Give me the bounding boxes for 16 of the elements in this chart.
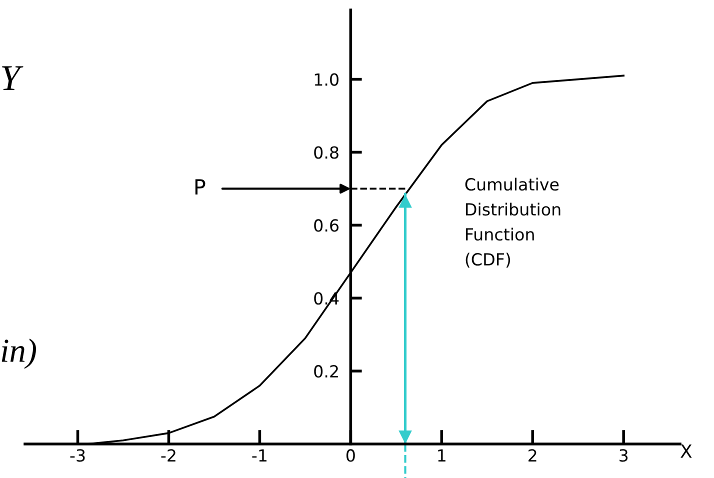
x-tick-label: -1 bbox=[252, 449, 266, 462]
annotation: in) bbox=[2, 338, 36, 369]
x-tick-label: -3 bbox=[70, 449, 85, 462]
x-tick-label: 2 bbox=[528, 449, 536, 462]
text: Y bbox=[2, 66, 24, 90]
x-tick-label: 3 bbox=[620, 449, 628, 462]
x-axis-title: X bbox=[680, 444, 692, 458]
y-tick-label: 0.2 bbox=[314, 365, 338, 378]
y-tick-label: 1.0 bbox=[314, 73, 338, 86]
y-tick-label: 0.6 bbox=[314, 219, 339, 232]
x-tick-label: 1 bbox=[438, 449, 446, 462]
annotation: P bbox=[195, 179, 206, 194]
x-tick-label: 0 bbox=[346, 449, 355, 462]
annotation: Cumulative Distribution Function (CDF) bbox=[465, 178, 560, 268]
y-tick-label: 0.8 bbox=[314, 146, 338, 159]
x-tick-label: -2 bbox=[161, 449, 176, 462]
